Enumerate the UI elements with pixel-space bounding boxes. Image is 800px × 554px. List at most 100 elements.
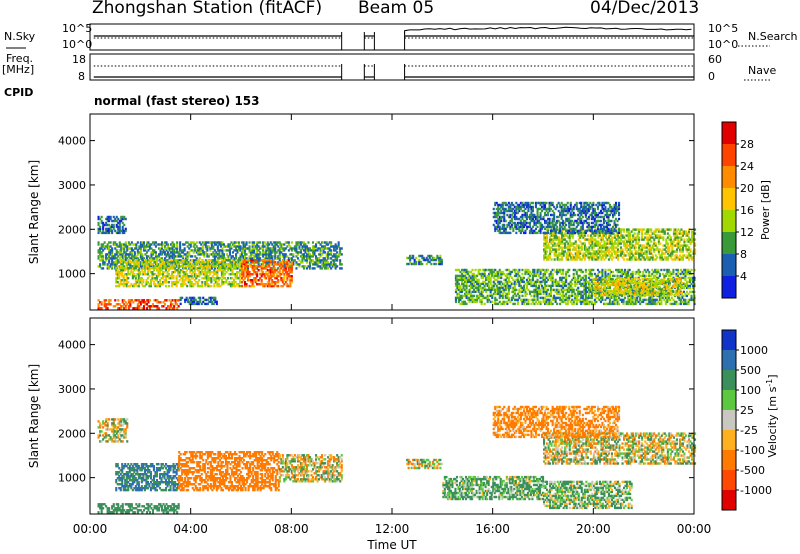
- power-cell: [516, 300, 519, 304]
- power-cell: [170, 303, 173, 306]
- power-cell: [689, 298, 692, 302]
- power-cell: [551, 282, 554, 286]
- power-cell: [125, 273, 128, 276]
- power-cell: [159, 249, 162, 252]
- power-cell: [581, 298, 584, 302]
- power-cell: [277, 284, 280, 288]
- power-cell: [657, 268, 660, 272]
- power-cell: [143, 269, 146, 272]
- power-cell: [271, 283, 274, 286]
- power-cell: [324, 267, 327, 270]
- power-cell: [550, 274, 553, 278]
- power-cell: [534, 286, 537, 290]
- power-cell: [553, 268, 556, 272]
- power-cell: [208, 296, 211, 300]
- power-cell: [560, 298, 563, 302]
- power-cell: [99, 301, 102, 304]
- power-cell: [566, 286, 569, 290]
- power-cell: [655, 268, 658, 272]
- power-cell: [638, 252, 641, 255]
- power-cell: [470, 282, 473, 286]
- power-cell: [192, 243, 195, 246]
- power-cell: [134, 261, 137, 264]
- power-cell: [554, 284, 557, 288]
- power-cell: [115, 271, 118, 274]
- power-cell: [193, 296, 196, 300]
- power-cell: [232, 265, 235, 268]
- power-cell: [281, 281, 284, 284]
- power-cell: [480, 282, 483, 286]
- power-cell: [585, 248, 588, 251]
- power-cell: [290, 263, 293, 266]
- power-cell: [598, 244, 601, 247]
- power-cell: [277, 271, 280, 274]
- power-cell: [607, 296, 610, 300]
- power-cell: [135, 299, 138, 302]
- power-cell: [572, 298, 575, 302]
- power-cell: [301, 253, 304, 256]
- power-cell: [533, 272, 536, 276]
- power-cell: [122, 284, 125, 288]
- power-cell: [229, 283, 232, 286]
- power-cell: [269, 283, 272, 286]
- power-cell: [111, 257, 114, 260]
- power-cell: [559, 278, 562, 282]
- power-cell: [634, 270, 637, 274]
- power-cell: [188, 302, 191, 306]
- power-cell: [108, 303, 111, 306]
- power-cell: [562, 280, 565, 284]
- power-cell: [528, 274, 531, 278]
- power-cell: [115, 245, 118, 248]
- power-cell: [457, 274, 460, 278]
- cpid-label: CPID: [4, 86, 34, 99]
- power-cell: [100, 245, 103, 248]
- power-cell: [111, 223, 114, 227]
- power-cell: [171, 251, 174, 254]
- power-cell: [160, 265, 163, 268]
- power-cell: [181, 265, 184, 268]
- power-cell: [687, 300, 690, 304]
- power-cell: [221, 265, 224, 268]
- power-cell: [118, 249, 121, 252]
- power-cell: [693, 290, 696, 294]
- power-cell: [222, 257, 225, 260]
- power-cell: [546, 244, 549, 247]
- power-cell: [118, 245, 121, 248]
- power-cell: [464, 268, 467, 272]
- power-cell: [287, 257, 290, 260]
- power-cell: [612, 242, 615, 245]
- power-cell: [331, 245, 334, 248]
- power-cell: [236, 263, 239, 266]
- power-cell: [259, 277, 262, 280]
- power-cell: [573, 242, 576, 245]
- power-cell: [121, 257, 124, 260]
- power-cell: [587, 282, 590, 286]
- power-cell: [456, 284, 459, 288]
- power-cell: [559, 246, 562, 249]
- power-cell: [141, 265, 144, 268]
- power-cell: [173, 305, 176, 308]
- power-cell: [209, 247, 212, 250]
- power-cell: [577, 292, 580, 296]
- power-cell: [105, 257, 108, 260]
- power-cell: [575, 282, 578, 286]
- power-cell: [636, 234, 639, 237]
- power-cell: [516, 298, 519, 302]
- power-cell: [636, 238, 639, 241]
- power-cell: [177, 259, 180, 262]
- power-cell: [676, 270, 679, 274]
- power-cell: [331, 263, 334, 266]
- power-cell: [624, 244, 627, 247]
- power-cell: [97, 299, 100, 302]
- power-cell: [281, 269, 284, 272]
- power-cell: [521, 290, 524, 294]
- power-cell: [161, 305, 164, 308]
- power-cell: [121, 221, 124, 225]
- power-cell: [568, 238, 571, 241]
- power-cell: [497, 290, 500, 294]
- power-cell: [607, 236, 610, 239]
- power-cell: [126, 247, 129, 250]
- power-cell: [129, 305, 132, 308]
- power-cell: [308, 253, 311, 256]
- power-cell: [660, 300, 663, 304]
